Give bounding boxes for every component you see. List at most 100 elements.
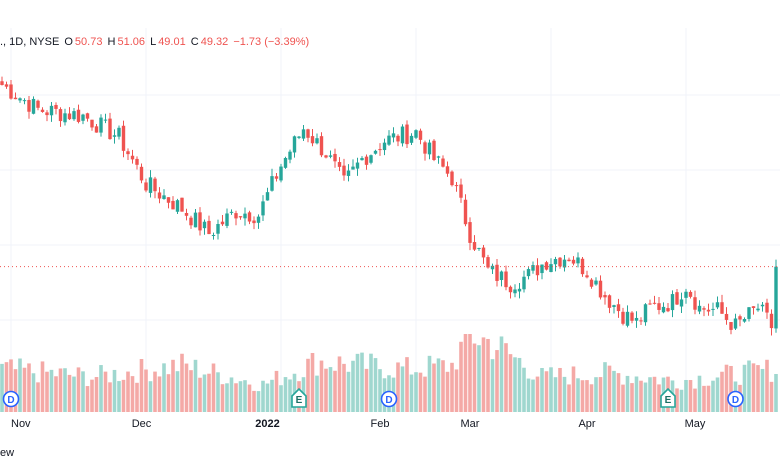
candle bbox=[567, 257, 571, 262]
volume-bar bbox=[472, 343, 477, 412]
volume-bar bbox=[27, 363, 31, 412]
volume-bar bbox=[337, 356, 342, 412]
candle-body bbox=[85, 113, 90, 119]
candle-body bbox=[666, 308, 670, 312]
candle-body bbox=[297, 136, 301, 138]
earnings-marker[interactable]: E bbox=[660, 387, 676, 408]
volume-bar bbox=[504, 343, 508, 412]
candle-body bbox=[684, 291, 688, 298]
candle-body bbox=[342, 165, 346, 176]
marker-shape bbox=[291, 387, 307, 408]
candle bbox=[319, 132, 324, 158]
candle bbox=[729, 321, 733, 335]
marker-shape bbox=[727, 390, 744, 408]
volume-bar bbox=[310, 352, 315, 412]
candle bbox=[117, 125, 121, 140]
volume-bar bbox=[54, 376, 58, 412]
volume-bar bbox=[144, 369, 148, 412]
candle-body bbox=[252, 220, 256, 224]
grid bbox=[0, 28, 780, 412]
volume-bar bbox=[499, 336, 504, 412]
candle-body bbox=[747, 307, 751, 319]
volume-bar bbox=[423, 376, 427, 412]
volume-bar bbox=[184, 363, 189, 412]
candle bbox=[261, 195, 265, 221]
volume-bar bbox=[468, 334, 472, 412]
candle bbox=[594, 277, 598, 286]
volume-bar bbox=[166, 374, 171, 412]
candle-body bbox=[90, 119, 94, 128]
candle bbox=[40, 107, 45, 113]
candle bbox=[643, 303, 648, 326]
candle bbox=[22, 98, 27, 105]
candle bbox=[490, 263, 495, 275]
candle-body bbox=[585, 275, 589, 278]
candle bbox=[378, 143, 382, 156]
candle bbox=[238, 216, 243, 220]
candle bbox=[225, 208, 229, 229]
x-tick-label: Apr bbox=[578, 418, 595, 430]
volume-bar bbox=[130, 376, 135, 412]
volume-bar bbox=[117, 381, 121, 412]
candle-body bbox=[301, 129, 306, 139]
volume-bar bbox=[225, 383, 229, 412]
candle bbox=[94, 123, 99, 133]
volume-bar bbox=[418, 372, 423, 412]
candle bbox=[517, 283, 522, 299]
volume-bar bbox=[517, 357, 522, 412]
footer-label[interactable]: ew bbox=[0, 447, 15, 459]
volume-bar bbox=[742, 364, 747, 412]
marker-label: D bbox=[732, 395, 739, 406]
candle bbox=[315, 133, 319, 145]
candle-body bbox=[418, 130, 423, 140]
volume-bar bbox=[756, 365, 760, 412]
volume-bar bbox=[202, 374, 207, 412]
volume-bar bbox=[279, 385, 283, 412]
earnings-marker[interactable]: E bbox=[291, 387, 307, 408]
volume-bar bbox=[270, 379, 274, 412]
candle bbox=[18, 97, 22, 103]
volume-bar bbox=[535, 376, 540, 412]
candle bbox=[99, 114, 103, 137]
candle bbox=[211, 232, 216, 240]
volume-bar bbox=[90, 379, 94, 412]
candle bbox=[229, 209, 234, 215]
marker-label: E bbox=[296, 395, 303, 406]
volume-bar bbox=[58, 368, 63, 412]
candle-body bbox=[265, 192, 270, 201]
volume-bar bbox=[630, 383, 634, 412]
candle-body bbox=[760, 304, 765, 307]
candle bbox=[468, 217, 472, 251]
candle bbox=[180, 197, 184, 212]
candle-body bbox=[706, 309, 711, 312]
volume-bar bbox=[679, 389, 684, 412]
volume-bar bbox=[324, 368, 328, 412]
volume-bar bbox=[598, 377, 603, 412]
candle bbox=[0, 76, 4, 86]
volume-bar bbox=[265, 383, 270, 412]
dividend-marker[interactable]: D bbox=[2, 390, 20, 408]
candle bbox=[634, 311, 639, 328]
candle bbox=[243, 207, 247, 226]
candle bbox=[202, 219, 207, 235]
candle bbox=[157, 187, 162, 204]
candle-body bbox=[40, 109, 45, 112]
close-label: C bbox=[190, 36, 199, 48]
candle bbox=[58, 107, 63, 127]
volume-bar bbox=[612, 370, 616, 412]
candle bbox=[13, 92, 18, 100]
volume-bar bbox=[328, 367, 333, 412]
candle bbox=[472, 235, 477, 251]
dividend-marker[interactable]: D bbox=[727, 390, 744, 408]
candle-body bbox=[571, 259, 576, 264]
candle bbox=[256, 214, 261, 229]
volume-bar bbox=[373, 358, 378, 412]
candle-body bbox=[751, 306, 756, 309]
dividend-marker[interactable]: D bbox=[380, 390, 398, 408]
candle-body bbox=[234, 213, 238, 219]
volume-bar bbox=[760, 368, 765, 412]
candle-body bbox=[126, 151, 130, 155]
candle-body bbox=[369, 155, 373, 163]
